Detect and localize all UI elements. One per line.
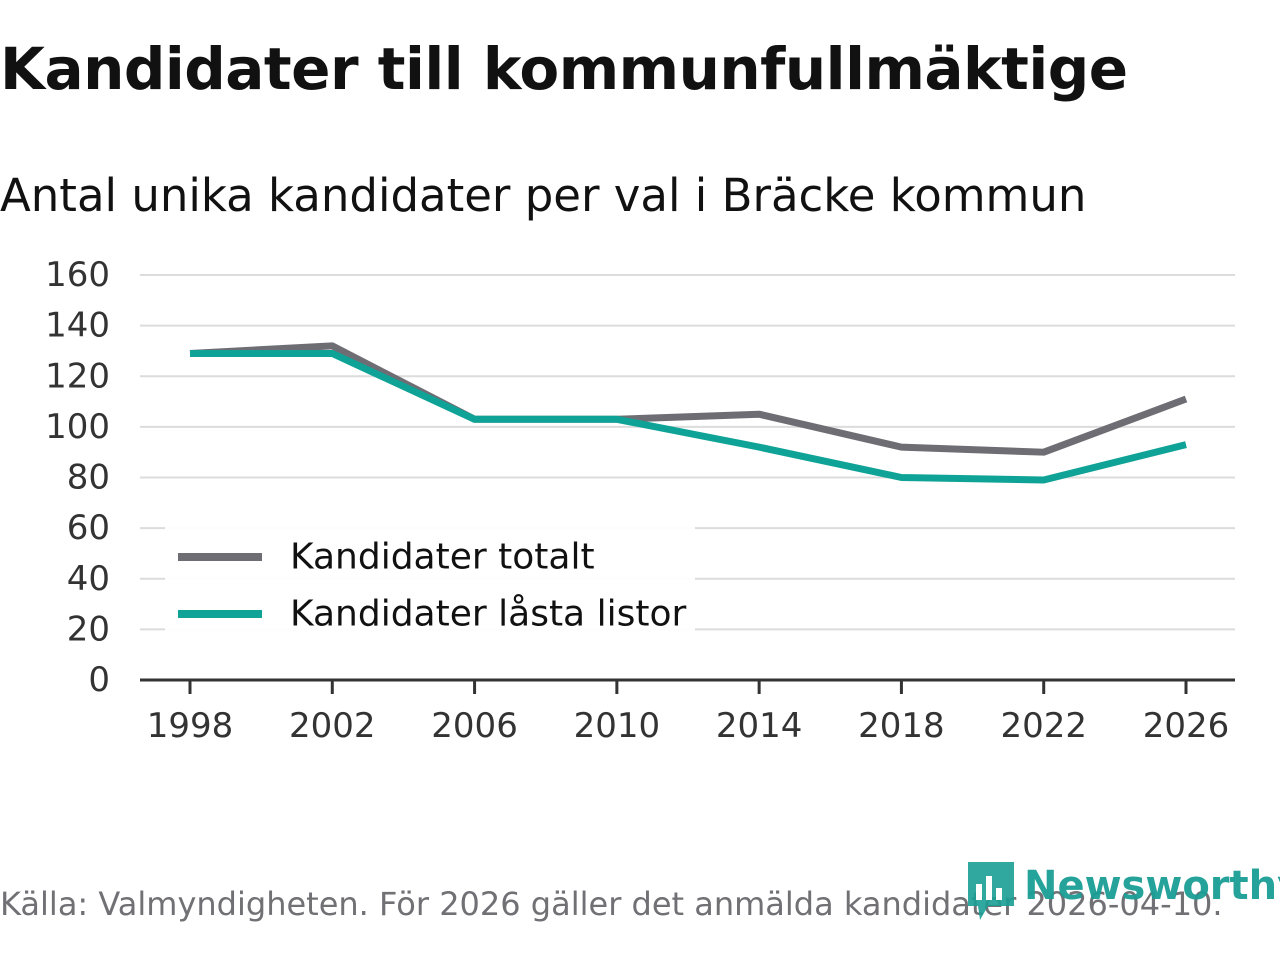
x-tick-label: 2018 — [858, 706, 945, 746]
x-tick-label: 2002 — [289, 706, 376, 746]
chart-subtitle: Antal unika kandidater per val i Bräcke … — [0, 169, 1087, 222]
series-line-1 — [189, 342, 1188, 456]
legend-label-1: Kandidater totalt — [290, 537, 595, 578]
legend-label-2: Kandidater låsta listor — [290, 594, 686, 635]
bar-chart-icon — [968, 862, 1014, 920]
y-tick-label: 60 — [67, 508, 110, 548]
chart-title: Kandidater till kommunfullmäktige — [0, 35, 1128, 103]
y-tick-label: 20 — [67, 609, 110, 649]
y-tick-label: 80 — [67, 458, 110, 498]
x-axis-ticks: 1998 2002 2006 2010 2014 2018 2022 2026 — [147, 680, 1230, 746]
y-tick-label: 120 — [45, 356, 110, 396]
brand-name: Newsworthy — [1024, 863, 1280, 909]
x-tick-label: 1998 — [147, 706, 234, 746]
y-tick-label: 160 — [45, 255, 110, 295]
series-line-2 — [190, 349, 1187, 484]
x-tick-label: 2014 — [716, 706, 803, 746]
y-tick-label: 140 — [45, 306, 110, 346]
x-tick-label: 2026 — [1143, 706, 1230, 746]
legend: Kandidater totalt Kandidater låsta listor — [165, 527, 695, 635]
x-tick-label: 2006 — [431, 706, 518, 746]
source-note: Källa: Valmyndigheten. För 2026 gäller d… — [0, 885, 1223, 923]
brand-logo: Newsworthy — [966, 862, 1280, 926]
x-tick-label: 2022 — [1000, 706, 1087, 746]
x-tick-label: 2010 — [574, 706, 661, 746]
y-tick-label: 100 — [45, 407, 110, 447]
y-tick-label: 0 — [88, 660, 110, 700]
y-axis-ticks: 0 20 40 60 80 100 120 140 160 — [45, 255, 110, 700]
series-lines — [189, 342, 1188, 484]
y-tick-label: 40 — [67, 559, 110, 599]
